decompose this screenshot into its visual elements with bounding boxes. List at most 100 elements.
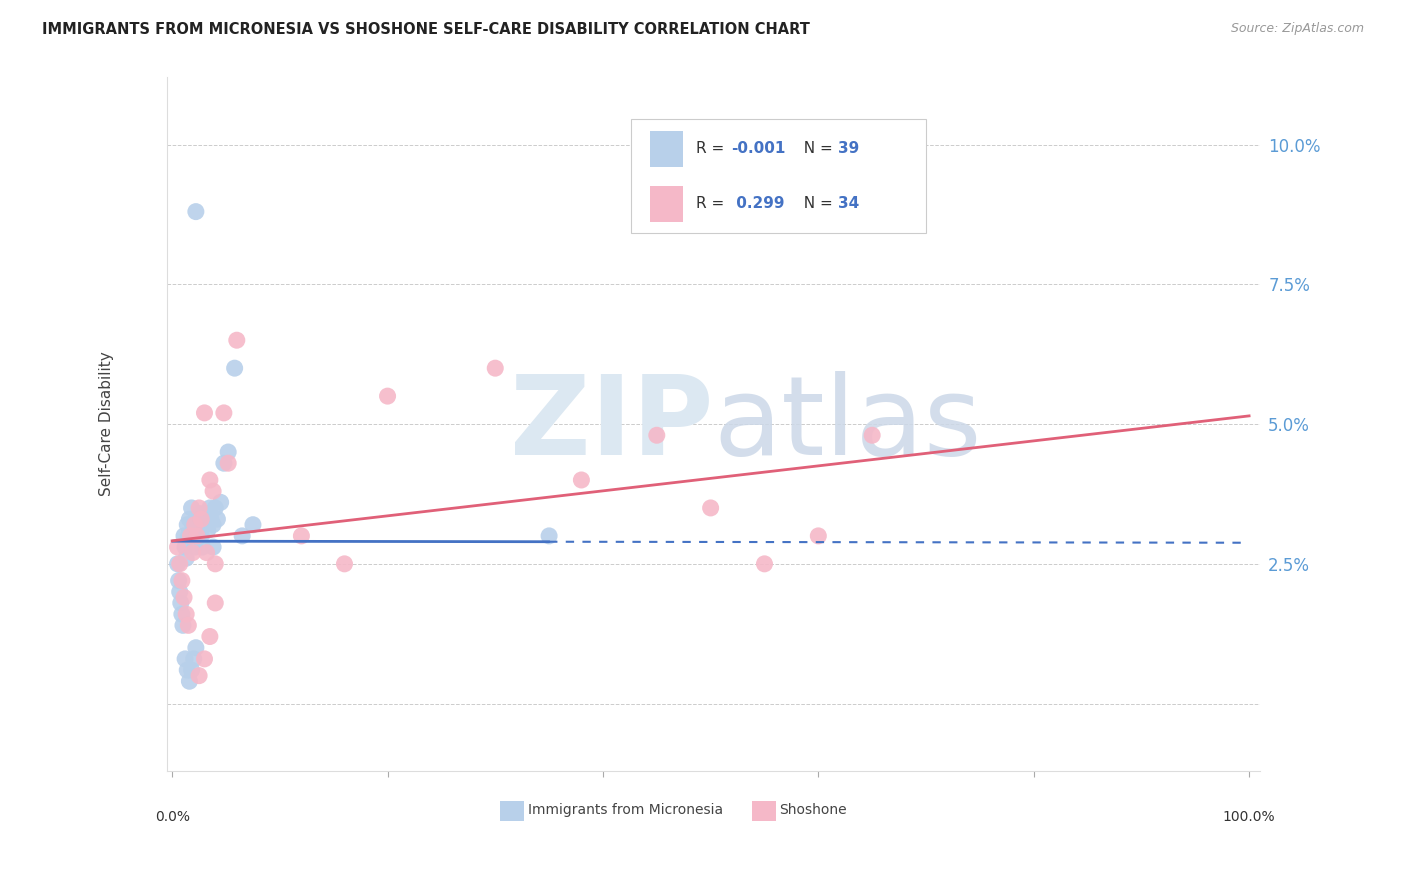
- Point: [212, 456, 235, 470]
- Point: [193, 406, 215, 420]
- Point: [174, 607, 197, 622]
- Point: [193, 652, 215, 666]
- Point: [188, 668, 211, 682]
- Point: [204, 500, 226, 515]
- Point: [169, 557, 191, 571]
- Point: [184, 640, 207, 655]
- Point: [170, 607, 193, 622]
- Point: [754, 557, 776, 571]
- Point: [225, 333, 247, 347]
- Point: [198, 630, 221, 644]
- Point: [184, 517, 207, 532]
- Point: [166, 540, 188, 554]
- Point: [183, 529, 205, 543]
- Point: [177, 618, 200, 632]
- Point: [195, 546, 218, 560]
- Point: [290, 529, 312, 543]
- Point: [190, 529, 212, 543]
- Text: Shoshone: Shoshone: [779, 803, 846, 817]
- Point: [176, 663, 198, 677]
- Text: 100.0%: 100.0%: [1223, 810, 1275, 824]
- Point: [484, 361, 506, 376]
- Point: [173, 591, 195, 605]
- Text: 0.299: 0.299: [731, 196, 785, 211]
- Text: Immigrants from Micronesia: Immigrants from Micronesia: [527, 803, 723, 817]
- Point: [191, 540, 214, 554]
- FancyBboxPatch shape: [631, 119, 927, 234]
- Point: [188, 500, 211, 515]
- Point: [195, 512, 218, 526]
- Point: [377, 389, 399, 403]
- Point: [174, 652, 197, 666]
- Point: [177, 529, 200, 543]
- Point: [217, 456, 239, 470]
- Text: 0.0%: 0.0%: [155, 810, 190, 824]
- Text: Source: ZipAtlas.com: Source: ZipAtlas.com: [1230, 22, 1364, 36]
- Point: [207, 512, 229, 526]
- Point: [202, 484, 225, 499]
- Point: [571, 473, 593, 487]
- Point: [170, 574, 193, 588]
- Text: R =: R =: [696, 141, 728, 156]
- Point: [193, 507, 215, 521]
- Point: [699, 500, 721, 515]
- Point: [179, 512, 201, 526]
- Point: [174, 540, 197, 554]
- Text: R =: R =: [696, 196, 728, 211]
- Text: 39: 39: [838, 141, 859, 156]
- Point: [231, 529, 253, 543]
- Point: [538, 529, 561, 543]
- Text: ZIP: ZIP: [510, 370, 713, 477]
- Point: [167, 574, 190, 588]
- Point: [176, 517, 198, 532]
- Point: [200, 512, 222, 526]
- Point: [860, 428, 883, 442]
- Point: [166, 557, 188, 571]
- Point: [186, 529, 208, 543]
- Text: Self-Care Disability: Self-Care Disability: [100, 351, 114, 497]
- Point: [181, 546, 204, 560]
- Point: [198, 473, 221, 487]
- Bar: [650, 131, 683, 167]
- Point: [179, 529, 201, 543]
- Point: [170, 596, 193, 610]
- Point: [198, 500, 221, 515]
- Text: 34: 34: [838, 196, 859, 211]
- Point: [645, 428, 668, 442]
- Point: [169, 584, 191, 599]
- Point: [197, 524, 219, 538]
- Point: [180, 663, 202, 677]
- Point: [333, 557, 356, 571]
- Point: [188, 507, 211, 521]
- Point: [204, 557, 226, 571]
- Point: [186, 524, 208, 538]
- Point: [202, 517, 225, 532]
- Point: [188, 517, 211, 532]
- Point: [184, 540, 207, 554]
- Point: [184, 204, 207, 219]
- Point: [209, 495, 232, 509]
- Point: [172, 618, 194, 632]
- Text: IMMIGRANTS FROM MICRONESIA VS SHOSHONE SELF-CARE DISABILITY CORRELATION CHART: IMMIGRANTS FROM MICRONESIA VS SHOSHONE S…: [42, 22, 810, 37]
- Point: [217, 445, 239, 459]
- Point: [181, 517, 204, 532]
- Bar: [752, 801, 776, 821]
- Bar: [650, 186, 683, 221]
- Point: [807, 529, 830, 543]
- Text: N =: N =: [794, 141, 838, 156]
- Point: [202, 540, 225, 554]
- Point: [173, 529, 195, 543]
- Point: [190, 512, 212, 526]
- Point: [174, 551, 197, 566]
- Point: [179, 674, 201, 689]
- Point: [224, 361, 246, 376]
- Point: [183, 652, 205, 666]
- Point: [212, 406, 235, 420]
- Point: [180, 500, 202, 515]
- Text: atlas: atlas: [713, 370, 981, 477]
- Point: [242, 517, 264, 532]
- Text: N =: N =: [794, 196, 838, 211]
- Text: -0.001: -0.001: [731, 141, 785, 156]
- Point: [184, 512, 207, 526]
- Bar: [501, 801, 524, 821]
